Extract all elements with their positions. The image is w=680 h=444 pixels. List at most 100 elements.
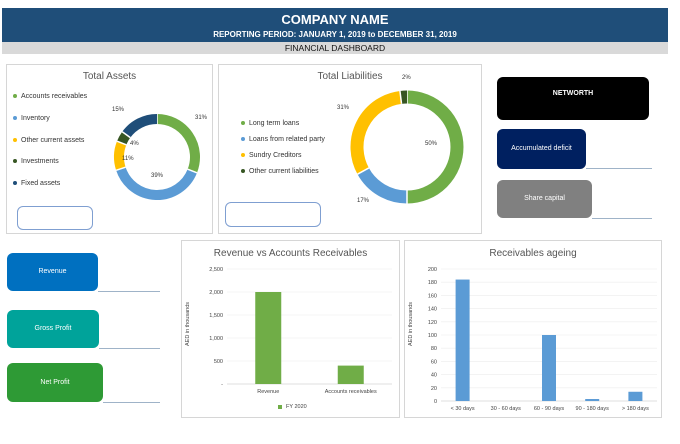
total-liabilities-panel: Total Liabilities Long term loans Loans … bbox=[218, 64, 482, 234]
share-capital-card[interactable]: Share capital bbox=[497, 180, 592, 218]
chart1-bar bbox=[337, 365, 364, 384]
chart1-ytick: 500 bbox=[214, 359, 223, 365]
assets-total-box[interactable] bbox=[17, 206, 93, 230]
legend-dot-icon bbox=[13, 116, 17, 121]
legend-dot-icon bbox=[13, 138, 17, 143]
slice-separator bbox=[116, 140, 127, 146]
liabilities-slice-label: 31% bbox=[337, 105, 350, 111]
assets-slice-label: 15% bbox=[112, 107, 125, 113]
chart2-ytick: 160 bbox=[428, 293, 437, 299]
dashboard-subtitle: FINANCIAL DASHBOARD bbox=[2, 42, 668, 54]
revenue-card[interactable]: Revenue bbox=[7, 253, 98, 291]
chart2-xtick: 30 - 60 days bbox=[491, 406, 522, 412]
liabilities-slice-label: 50% bbox=[425, 141, 438, 147]
chart1-ytick: 2,500 bbox=[209, 267, 223, 273]
chart2-ytick: 0 bbox=[434, 399, 437, 405]
assets-slice bbox=[156, 114, 200, 173]
chart1-xtick: Accounts receivables bbox=[325, 389, 377, 395]
assets-slice bbox=[116, 166, 197, 200]
chart2-ytick: 100 bbox=[428, 333, 437, 339]
assets-slice-label: 39% bbox=[151, 173, 164, 179]
liabilities-slice-label: 2% bbox=[402, 75, 411, 81]
chart2-plot: 0 20 40 60 80 100 120 140 160 180 200 < 30 days 30 -… bbox=[428, 267, 657, 412]
chart1-ytick: 1,500 bbox=[209, 313, 223, 319]
assets-legend-item: Fixed assets bbox=[13, 180, 60, 187]
company-name: COMPANY NAME bbox=[281, 12, 389, 27]
liabilities-slice-label: 17% bbox=[357, 198, 370, 204]
slice-separator bbox=[187, 168, 198, 174]
legend-dot-icon bbox=[241, 169, 245, 174]
chart2-ytick: 80 bbox=[431, 346, 437, 352]
chart2-ytick: 180 bbox=[428, 280, 437, 286]
legend-dot-icon bbox=[241, 153, 245, 158]
assets-slice-label: 4% bbox=[130, 141, 139, 147]
chart1-plot: - 500 1,000 1,500 2,000 2,500 Revenue Accounts … bbox=[209, 267, 392, 395]
gross-profit-card[interactable]: Gross Profit bbox=[7, 310, 99, 348]
chart1-ytick: 1,000 bbox=[209, 336, 223, 342]
chart2-xtick: > 180 days bbox=[622, 406, 649, 412]
total-liabilities-title: Total Liabilities bbox=[317, 71, 383, 82]
gross-underline bbox=[99, 348, 160, 349]
dashboard-header: COMPANY NAME REPORTING PERIOD: JANUARY 1… bbox=[2, 8, 668, 42]
reporting-period: REPORTING PERIOD: JANUARY 1, 2019 to DEC… bbox=[213, 30, 457, 39]
liabilities-legend-item: Loans from related party bbox=[241, 136, 325, 143]
legend-square-icon bbox=[278, 404, 282, 409]
chart2-ytick: 120 bbox=[428, 320, 437, 326]
chart2-bar bbox=[585, 399, 600, 401]
liabilities-legend-item: Sundry Creditors bbox=[241, 152, 302, 159]
assets-donut bbox=[114, 114, 200, 200]
assets-legend-item: Other current assets bbox=[13, 137, 84, 144]
net-underline bbox=[103, 402, 160, 403]
chart2-ytick: 20 bbox=[431, 386, 437, 392]
liabilities-legend-item: Long term loans bbox=[241, 120, 299, 127]
slice-separator bbox=[357, 167, 370, 175]
chart2-xtick: 90 - 180 days bbox=[576, 406, 610, 412]
slice-separator bbox=[121, 131, 131, 139]
chart1-legend: FY 2020 bbox=[278, 404, 307, 410]
legend-dot-icon bbox=[241, 137, 245, 142]
legend-dot-icon bbox=[13, 181, 17, 186]
chart2-xtick: < 30 days bbox=[451, 406, 475, 412]
assets-slice-label: 31% bbox=[195, 115, 208, 121]
receivables-ageing-panel: Receivables ageing AED in thousands 0 20 4… bbox=[404, 240, 662, 418]
chart2-bar bbox=[542, 335, 556, 401]
liabilities-legend-item: Other current liabilities bbox=[241, 168, 319, 175]
networth-card[interactable]: NETWORTH bbox=[497, 77, 649, 120]
net-profit-card[interactable]: Net Profit bbox=[7, 363, 103, 402]
assets-slice bbox=[117, 131, 131, 145]
legend-dot-icon bbox=[241, 121, 245, 126]
chart2-xtick: 60 - 90 days bbox=[534, 406, 565, 412]
chart1-bar bbox=[255, 292, 282, 384]
assets-slice bbox=[122, 114, 158, 138]
chart2-ytick: 200 bbox=[428, 267, 437, 273]
liabilities-total-box[interactable] bbox=[225, 202, 321, 227]
assets-slice-label: 11% bbox=[122, 156, 134, 162]
legend-dot-icon bbox=[13, 159, 17, 164]
chart2-ytick: 60 bbox=[431, 359, 437, 365]
liabilities-slice bbox=[357, 167, 408, 204]
chart2-ytick: 40 bbox=[431, 373, 437, 379]
revenue-underline bbox=[98, 291, 160, 292]
liabilities-slice bbox=[350, 90, 402, 175]
legend-dot-icon bbox=[13, 94, 17, 99]
chart1-ytick: 2,000 bbox=[209, 290, 223, 296]
revenue-vs-receivables-panel: Revenue vs Accounts Receivables AED in t… bbox=[181, 240, 400, 418]
assets-legend-item: Accounts receivables bbox=[13, 93, 87, 100]
assets-legend-item: Investments bbox=[13, 158, 59, 165]
assets-slice bbox=[114, 141, 127, 171]
chart2-title: Receivables ageing bbox=[489, 248, 577, 259]
chart1-ytick: - bbox=[221, 382, 223, 388]
assets-legend-item: Inventory bbox=[13, 115, 50, 122]
slice-separator bbox=[115, 166, 126, 172]
chart2-ytick: 140 bbox=[428, 307, 437, 313]
share-underline bbox=[592, 218, 652, 219]
liabilities-slice bbox=[406, 90, 464, 204]
chart2-bar bbox=[628, 391, 643, 401]
liabilities-donut bbox=[350, 90, 464, 204]
total-assets-title: Total Assets bbox=[82, 71, 137, 82]
chart1-xtick: Revenue bbox=[257, 389, 279, 395]
accumulated-deficit-card[interactable]: Accumulated deficit bbox=[497, 129, 586, 169]
deficit-underline bbox=[586, 168, 652, 169]
total-assets-panel: Total Assets Accounts receivables Invent… bbox=[6, 64, 213, 234]
chart2-bar bbox=[455, 279, 470, 401]
